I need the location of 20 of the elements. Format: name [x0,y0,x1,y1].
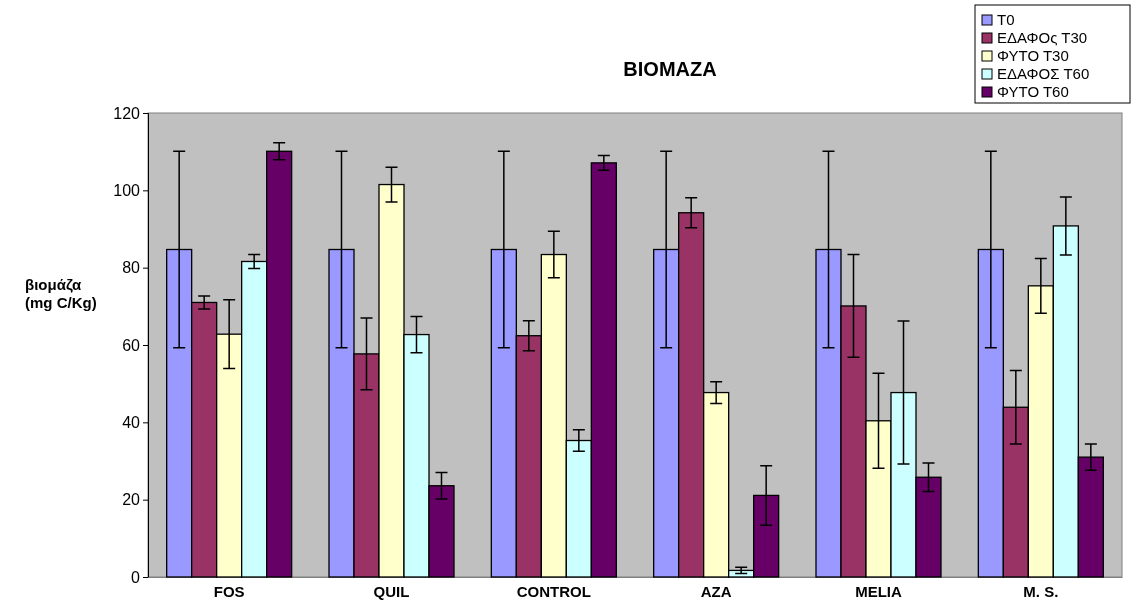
legend-label: ΦΥΤΟ Τ30 [997,47,1069,64]
x-tick-label: M. S. [1023,582,1059,600]
x-tick-label: MELIA [855,582,902,600]
chart-title: BIOMAZA [623,58,717,80]
y-tick-label: 100 [113,181,141,199]
legend-label: ΕΔΑΦΟΣ Τ60 [997,65,1090,82]
x-tick-label: AZA [700,582,732,600]
x-tick-label: QUIL [373,582,410,600]
y-tick-label: 20 [122,491,141,509]
x-tick-label: FOS [213,582,245,600]
y-tick-label: 0 [131,568,141,586]
y-tick-label: 60 [122,336,141,354]
y-axis-title: βιομάζα (mg C/Kg) [25,276,97,311]
x-tick-label: CONTROL [516,582,591,600]
y-tick-label: 120 [113,104,141,122]
legend-label: ΦΥΤΟ Τ60 [997,83,1069,100]
y-tick-label: 40 [122,413,141,431]
legend-label: ΕΔΑΦΟς Τ30 [997,29,1088,46]
legend-label: T0 [997,11,1015,28]
y-tick-label: 80 [122,259,141,277]
